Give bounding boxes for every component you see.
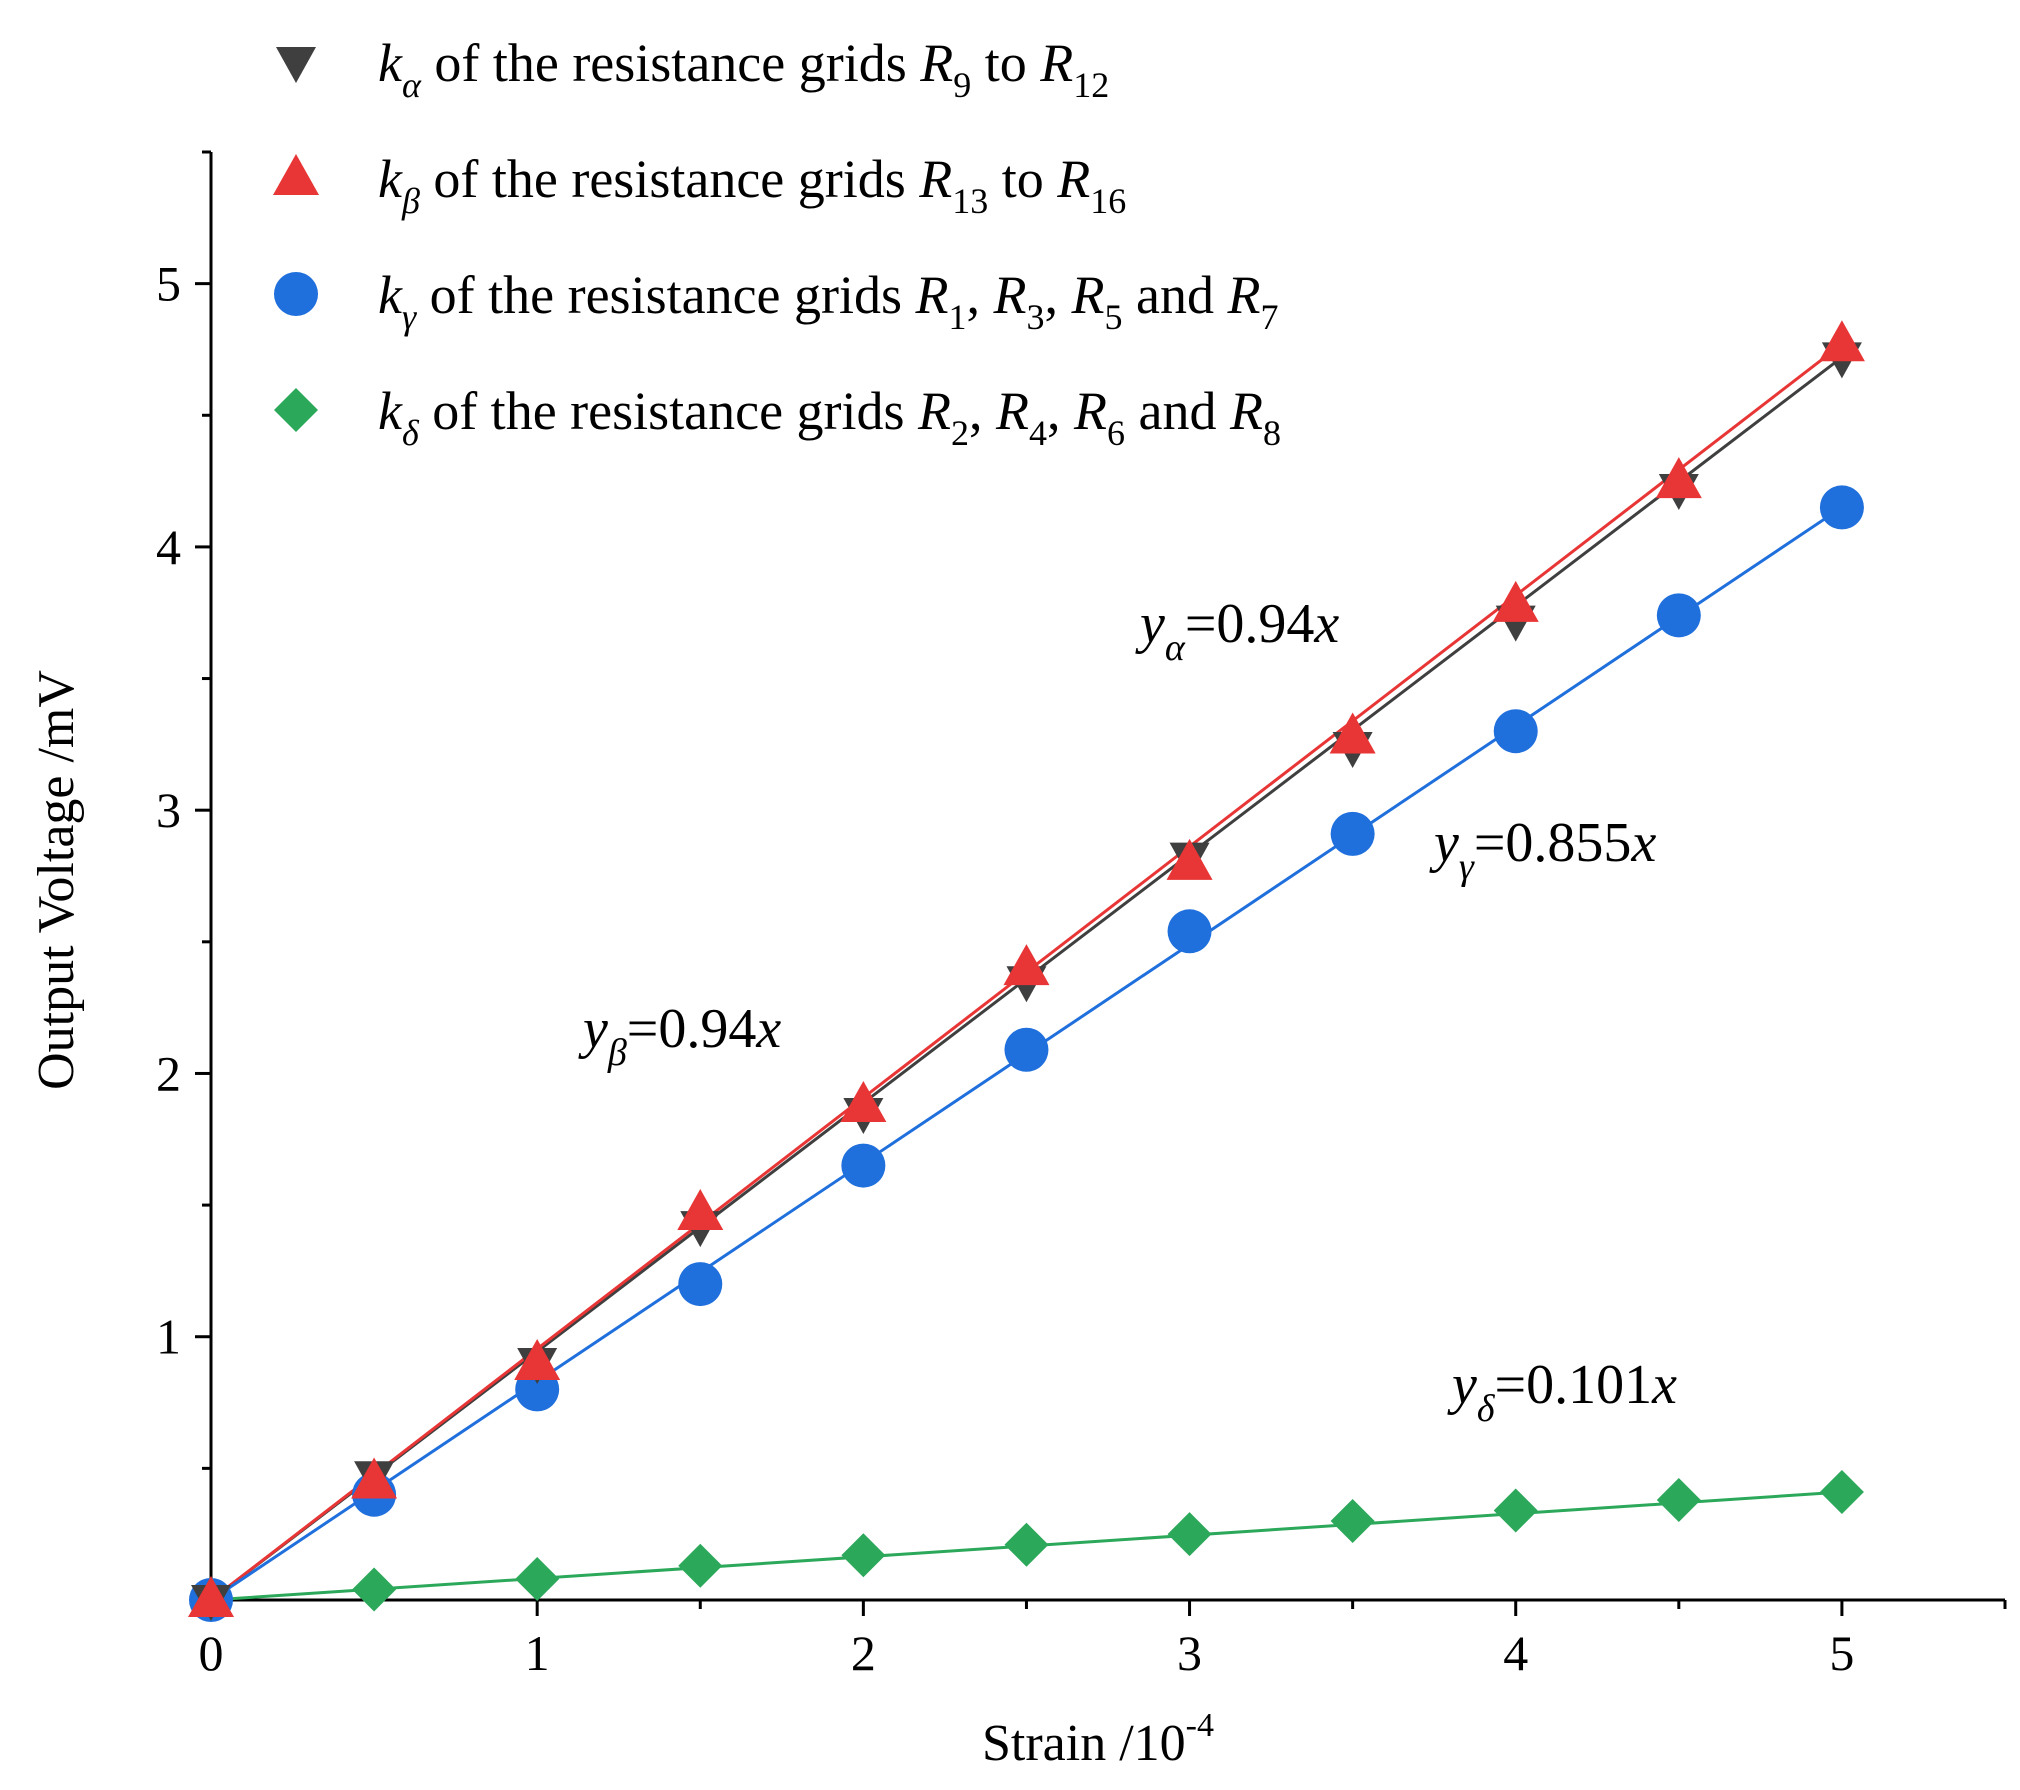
data-point-k-delta (1493, 1488, 1538, 1533)
equation-k-gamma: yγ=0.855x (1429, 812, 1656, 888)
x-tick-label: 4 (1503, 1625, 1528, 1681)
data-point-k-delta (1004, 1522, 1049, 1567)
y-tick-label: 4 (156, 519, 181, 575)
equations: yα=0.94x yβ=0.94x yγ=0.855x yδ=0.101x (578, 593, 1677, 1430)
legend-item-k-gamma: kγ of the resistance grids R1​, R3​, R5​… (274, 265, 1278, 337)
x-tick-label: 2 (851, 1625, 876, 1681)
data-point-k-beta (188, 1576, 234, 1617)
legend-marker (274, 272, 318, 316)
data-point-k-delta (515, 1556, 560, 1601)
legend-marker (273, 154, 319, 195)
data-point-k-delta (1330, 1499, 1375, 1544)
data-point-k-beta (1003, 944, 1050, 986)
equation-k-alpha: yα=0.94x (1135, 593, 1339, 669)
y-tick-label: 5 (156, 256, 181, 312)
data-point-k-gamma (678, 1262, 723, 1307)
equation-k-delta: yδ=0.101x (1447, 1354, 1677, 1430)
data-point-k-delta (352, 1567, 397, 1612)
legend-item-k-delta: kδ of the resistance grids R2​, R4​, R6​… (274, 381, 1281, 453)
axes: 1 2 3 4 5 0 1 2 3 4 5 Strain /10-4 Output Voltage /m… (28, 150, 2007, 1772)
y-tick-label: 2 (156, 1045, 181, 1101)
data-point-k-gamma (1493, 709, 1538, 754)
legend-label: kγ of the resistance grids R1​, R3​, R5​… (378, 265, 1278, 337)
data-point-k-gamma (841, 1143, 886, 1188)
legend: kα of the resistance grids R9​ to R12​ kβ… (273, 33, 1281, 453)
data-point-k-delta (678, 1543, 723, 1588)
y-tick-label: 3 (156, 782, 181, 838)
legend-marker (276, 47, 316, 83)
data-point-k-gamma (1819, 485, 1864, 530)
data-point-k-beta (840, 1081, 887, 1123)
legend-item-k-beta: kβ of the resistance grids R13​ to R16​ (273, 149, 1126, 221)
data-point-k-beta (1492, 580, 1539, 622)
x-tick-label: 3 (1177, 1625, 1202, 1681)
data-point-k-beta (1166, 838, 1213, 880)
data-point-k-beta (1818, 320, 1865, 362)
data-point-k-gamma (1330, 811, 1375, 856)
data-point-k-beta (351, 1457, 398, 1499)
legend-label: kβ of the resistance grids R13​ to R16​ (378, 149, 1126, 221)
data-point-k-beta (1655, 457, 1702, 499)
data-point-k-gamma (1004, 1027, 1049, 1072)
data-points (188, 320, 1865, 1622)
data-point-k-beta (677, 1188, 724, 1230)
legend-item-k-alpha: kα of the resistance grids R9​ to R12​ (276, 33, 1109, 105)
series-k-gamma (189, 485, 1864, 1622)
data-point-k-beta (514, 1339, 561, 1381)
data-point-k-delta (841, 1533, 886, 1578)
legend-label: kδ of the resistance grids R2​, R4​, R6​… (378, 381, 1281, 453)
data-point-k-beta (1329, 712, 1376, 754)
data-point-k-gamma (1656, 593, 1701, 638)
legend-marker (274, 388, 318, 432)
x-axis-title: Strain /10-4 (982, 1707, 1214, 1772)
x-tick-label: 5 (1829, 1625, 1854, 1681)
data-point-k-delta (1819, 1470, 1864, 1515)
data-point-k-delta (1167, 1512, 1212, 1557)
equation-k-beta: yβ=0.94x (578, 998, 781, 1074)
x-tick-label: 0 (199, 1625, 224, 1681)
data-point-k-delta (1656, 1477, 1701, 1522)
y-axis-title: Output Voltage /mV (28, 670, 85, 1090)
x-tick-label: 1 (525, 1625, 550, 1681)
legend-label: kα of the resistance grids R9​ to R12​ (378, 33, 1109, 105)
y-tick-label: 1 (156, 1309, 181, 1365)
data-point-k-gamma (1167, 909, 1212, 954)
series-k-beta (188, 320, 1865, 1617)
